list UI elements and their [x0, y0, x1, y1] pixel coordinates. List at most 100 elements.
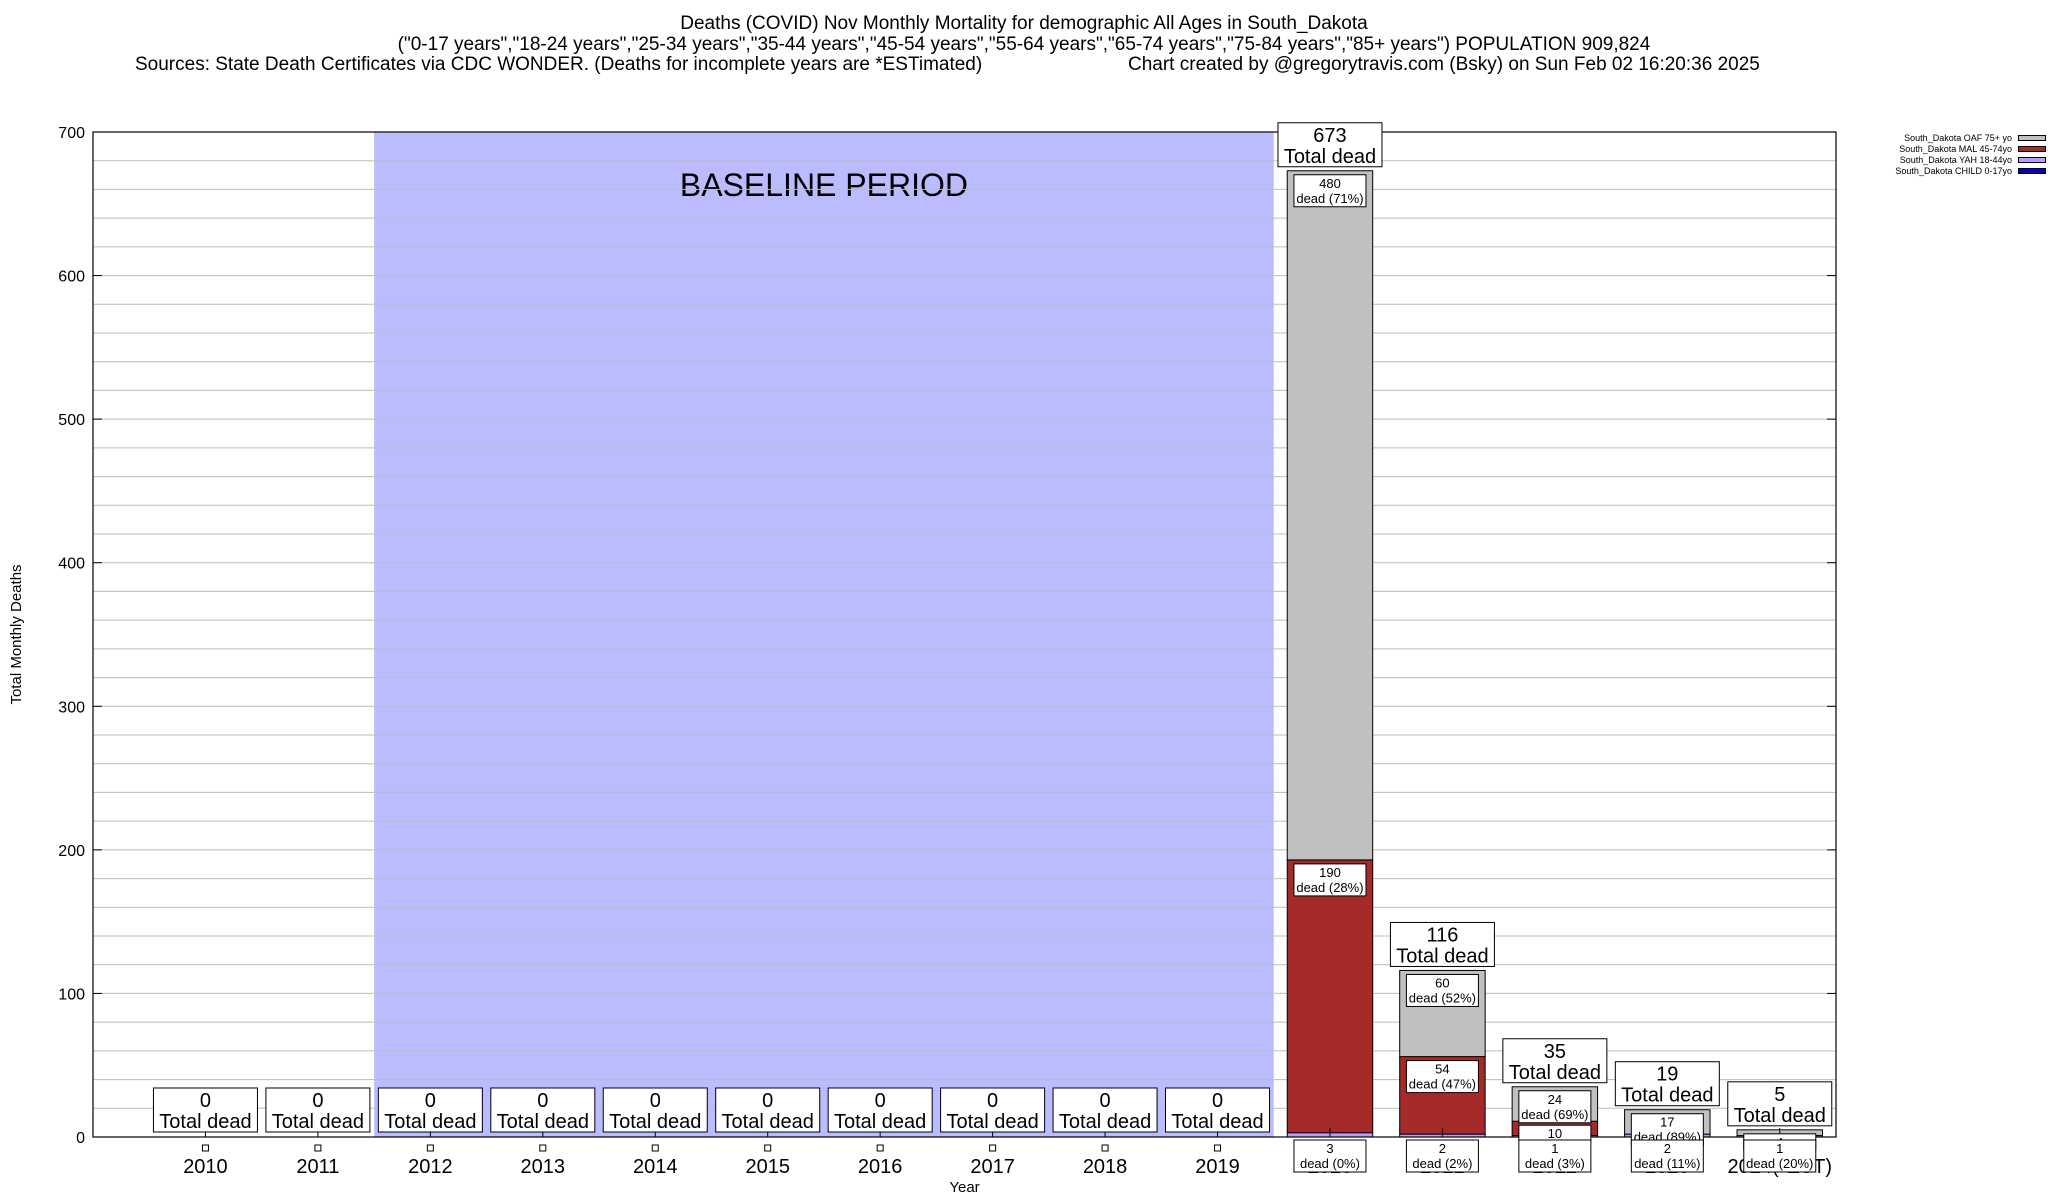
- total-label-box: [377, 1087, 483, 1133]
- total-label-value: 0: [312, 1090, 323, 1112]
- zero-marker: [764, 1144, 772, 1152]
- chart-subtitle: ("0-17 years","18-24 years","25-34 years…: [397, 34, 1651, 55]
- total-label-text: Total dead: [1171, 1111, 1263, 1133]
- segment-label-value: 54: [1435, 1062, 1449, 1077]
- legend-entry-swatch: [2018, 156, 2046, 163]
- segment-label-box: [1405, 973, 1479, 1007]
- bar-segment: [1286, 859, 1374, 1134]
- total-label-text: Total dead: [722, 1111, 814, 1133]
- y-tick-label: 200: [58, 843, 85, 860]
- segment-label-percent: dead (71%): [1296, 191, 1363, 206]
- total-label-box: [1165, 1087, 1271, 1133]
- total-label-box: [265, 1087, 371, 1133]
- total-label-text: Total dead: [159, 1111, 251, 1133]
- baseline-period-label: BASELINE PERIOD: [680, 167, 968, 203]
- total-label-text: Total dead: [1621, 1085, 1713, 1107]
- zero-marker: [539, 1144, 547, 1152]
- total-label-box: [490, 1087, 596, 1133]
- segment-label-value: 2: [1664, 1141, 1671, 1156]
- total-label-box: [715, 1087, 821, 1133]
- x-tick-label: 2013: [521, 1156, 566, 1178]
- x-tick-label: 2018: [1083, 1156, 1128, 1178]
- segment-label-box: [1743, 1139, 1817, 1173]
- zero-marker: [314, 1144, 322, 1152]
- total-label-value: 0: [425, 1090, 436, 1112]
- total-label-text: Total dead: [1396, 945, 1488, 967]
- total-label-value: 0: [1100, 1090, 1111, 1112]
- chart-sources: Sources: State Death Certificates via CD…: [135, 54, 983, 75]
- segment-label-box: [1405, 1060, 1479, 1094]
- total-label-box: [1502, 1038, 1608, 1084]
- zero-marker: [651, 1144, 659, 1152]
- legend-entry-swatch: [2018, 167, 2046, 174]
- segment-label-value: 17: [1660, 1115, 1674, 1130]
- legend-entry: South_Dakota OAF 75+ yo: [1740, 132, 2046, 143]
- total-label-box: [1277, 122, 1383, 168]
- segment-label-value: 3: [1326, 1141, 1333, 1156]
- segment-label-value: 60: [1435, 975, 1449, 990]
- legend-entry-swatch: [2018, 134, 2046, 141]
- total-label-box: [827, 1087, 933, 1133]
- zero-marker: [1101, 1144, 1109, 1152]
- segment-label-value: 480: [1319, 176, 1341, 191]
- y-tick-label: 0: [76, 1130, 85, 1147]
- legend-entry-label: South_Dakota OAF 75+ yo: [1904, 132, 2012, 143]
- segment-label-box: [1630, 1139, 1704, 1173]
- total-label-value: 35: [1544, 1041, 1566, 1063]
- legend-entry: South_Dakota MAL 45-74yo: [1740, 143, 2046, 154]
- segment-label-box: [1293, 174, 1367, 208]
- zero-marker: [426, 1144, 434, 1152]
- segment-label-percent: dead (69%): [1521, 1107, 1588, 1122]
- segment-label-percent: dead (2%): [1412, 1156, 1472, 1171]
- total-label-box: [940, 1087, 1046, 1133]
- segment-label-value: 24: [1548, 1092, 1562, 1107]
- y-tick-label: 500: [58, 412, 85, 429]
- total-label-box: [152, 1087, 258, 1133]
- x-tick-label: 2014: [633, 1156, 678, 1178]
- segment-label-value: 1: [1776, 1141, 1783, 1156]
- total-label-value: 0: [200, 1090, 211, 1112]
- segment-label-percent: dead (47%): [1409, 1077, 1476, 1092]
- total-label-value: 19: [1656, 1064, 1678, 1086]
- segment-label-percent: dead (11%): [1634, 1156, 1700, 1171]
- x-tick-label: 2012: [408, 1156, 453, 1178]
- total-label-value: 673: [1313, 125, 1346, 147]
- segment-label-value: 1: [1551, 1141, 1558, 1156]
- segment-label-box: [1293, 1139, 1367, 1173]
- segment-label-percent: dead (3%): [1525, 1156, 1585, 1171]
- total-label-value: 0: [537, 1090, 548, 1112]
- total-label-text: Total dead: [497, 1111, 589, 1133]
- y-tick-label: 600: [58, 269, 85, 286]
- zero-marker: [201, 1144, 209, 1152]
- zero-marker: [876, 1144, 884, 1152]
- chart-legend: South_Dakota OAF 75+ yo South_Dakota MAL …: [1740, 132, 2046, 176]
- total-label-box: [1614, 1061, 1720, 1107]
- total-label-value: 116: [1426, 924, 1458, 946]
- segment-label-percent: dead (0%): [1300, 1156, 1360, 1171]
- segment-label-box: [1293, 863, 1367, 897]
- total-label-value: 0: [650, 1090, 661, 1112]
- total-label-box: [1727, 1081, 1833, 1127]
- zero-marker: [1214, 1144, 1222, 1152]
- baseline-period-region: [374, 132, 1274, 1137]
- chart-title: Deaths (COVID) Nov Monthly Mortality for…: [680, 13, 1368, 34]
- total-label-text: Total dead: [946, 1111, 1038, 1133]
- total-label-text: Total dead: [1284, 146, 1376, 168]
- x-tick-label: 2015: [745, 1156, 790, 1178]
- total-label-value: 0: [987, 1090, 998, 1112]
- total-label-text: Total dead: [384, 1111, 476, 1133]
- total-label-box: [602, 1087, 708, 1133]
- total-label-text: Total dead: [1734, 1105, 1826, 1127]
- total-label-value: 0: [1212, 1090, 1223, 1112]
- segment-label-box: [1518, 1090, 1592, 1124]
- segment-label-percent: dead (52%): [1409, 990, 1476, 1005]
- legend-entry-label: South_Dakota CHILD 0-17yo: [1895, 165, 2012, 176]
- x-tick-label: 2019: [1195, 1156, 1240, 1178]
- x-tick-label: 2016: [858, 1156, 903, 1178]
- legend-entry-swatch: [2018, 145, 2046, 152]
- total-label-value: 5: [1774, 1084, 1785, 1106]
- total-label-text: Total dead: [1059, 1111, 1151, 1133]
- total-label-value: 0: [875, 1090, 886, 1112]
- chart-credit: Chart created by @gregorytravis.com (Bsk…: [1128, 54, 1760, 75]
- y-tick-label: 700: [58, 125, 85, 142]
